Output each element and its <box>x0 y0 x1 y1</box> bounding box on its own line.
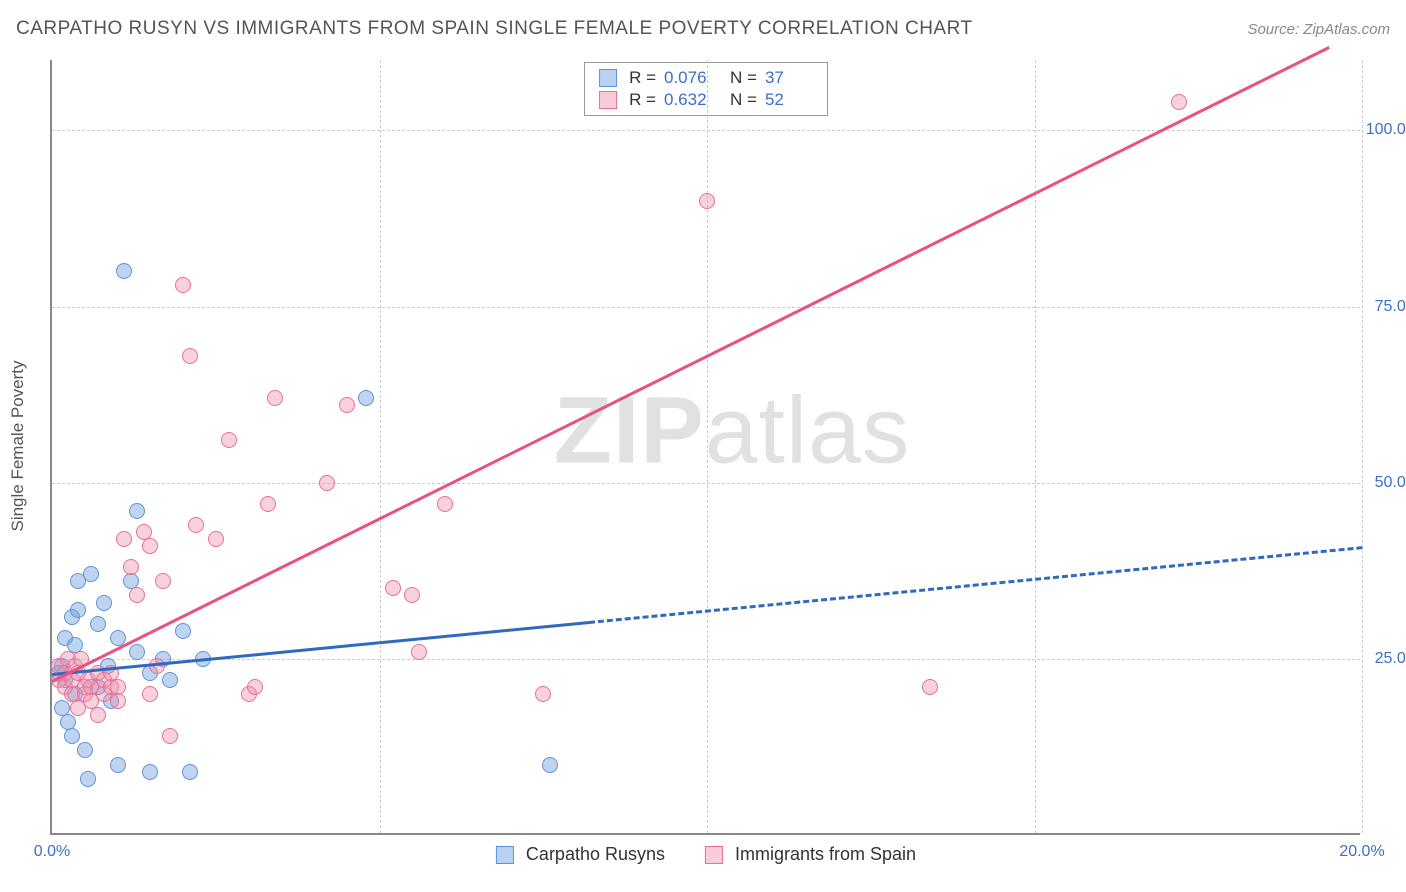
scatter-point <box>208 531 224 547</box>
scatter-point <box>221 432 237 448</box>
swatch-icon <box>496 846 514 864</box>
y-tick-label: 75.0% <box>1365 298 1406 316</box>
legend-label: Carpatho Rusyns <box>526 844 665 865</box>
scatter-point <box>155 573 171 589</box>
watermark-atlas: atlas <box>705 378 911 484</box>
plot-area: ZIPatlas R = 0.076 N = 37 R = 0.632 N = … <box>50 60 1360 835</box>
scatter-point <box>116 531 132 547</box>
scatter-point <box>535 686 551 702</box>
gridline-h <box>52 307 1360 308</box>
scatter-point <box>123 559 139 575</box>
stat-r-label: R = <box>629 68 656 88</box>
scatter-point <box>339 397 355 413</box>
scatter-point <box>70 602 86 618</box>
scatter-point <box>247 679 263 695</box>
scatter-point <box>90 616 106 632</box>
y-tick-label: 50.0% <box>1365 474 1406 492</box>
y-tick-label: 25.0% <box>1365 650 1406 668</box>
scatter-point <box>90 707 106 723</box>
scatter-point <box>110 679 126 695</box>
scatter-point <box>83 566 99 582</box>
scatter-point <box>129 587 145 603</box>
scatter-point <box>142 686 158 702</box>
scatter-point <box>175 623 191 639</box>
scatter-point <box>142 538 158 554</box>
scatter-point <box>129 644 145 660</box>
gridline-h <box>52 483 1360 484</box>
stat-n-value: 37 <box>765 68 813 88</box>
scatter-point <box>267 390 283 406</box>
scatter-point <box>110 757 126 773</box>
stat-r-label: R = <box>629 90 656 110</box>
x-tick-label: 20.0% <box>1339 843 1384 861</box>
scatter-point <box>188 517 204 533</box>
swatch-icon <box>599 69 617 87</box>
scatter-point <box>110 693 126 709</box>
gridline-h <box>52 659 1360 660</box>
legend-bottom: Carpatho Rusyns Immigrants from Spain <box>496 844 916 865</box>
scatter-point <box>77 742 93 758</box>
trend-line <box>51 46 1330 683</box>
scatter-point <box>1171 94 1187 110</box>
scatter-point <box>260 496 276 512</box>
scatter-point <box>385 580 401 596</box>
gridline-v <box>380 60 381 833</box>
scatter-point <box>699 193 715 209</box>
scatter-point <box>175 277 191 293</box>
legend-item-carpatho: Carpatho Rusyns <box>496 844 665 865</box>
chart-title: CARPATHO RUSYN VS IMMIGRANTS FROM SPAIN … <box>16 18 973 40</box>
scatter-point <box>162 728 178 744</box>
scatter-point <box>64 728 80 744</box>
scatter-point <box>162 672 178 688</box>
header: CARPATHO RUSYN VS IMMIGRANTS FROM SPAIN … <box>16 18 1390 40</box>
scatter-point <box>411 644 427 660</box>
gridline-v <box>707 60 708 833</box>
scatter-point <box>96 595 112 611</box>
legend-item-spain: Immigrants from Spain <box>705 844 916 865</box>
y-tick-label: 100.0% <box>1365 121 1406 139</box>
gridline-v <box>1362 60 1363 833</box>
stat-n-value: 52 <box>765 90 813 110</box>
scatter-point <box>922 679 938 695</box>
legend-label: Immigrants from Spain <box>735 844 916 865</box>
scatter-point <box>437 496 453 512</box>
scatter-point <box>129 503 145 519</box>
gridline-v <box>1035 60 1036 833</box>
scatter-point <box>142 764 158 780</box>
stats-legend-box: R = 0.076 N = 37 R = 0.632 N = 52 <box>584 62 828 116</box>
stat-n-label: N = <box>730 90 757 110</box>
swatch-icon <box>599 91 617 109</box>
scatter-point <box>542 757 558 773</box>
trend-line <box>589 546 1362 624</box>
watermark: ZIPatlas <box>554 377 910 486</box>
x-tick-label: 0.0% <box>34 843 70 861</box>
y-axis-title: Single Female Poverty <box>8 360 28 531</box>
scatter-point <box>182 348 198 364</box>
scatter-point <box>116 263 132 279</box>
scatter-point <box>319 475 335 491</box>
scatter-point <box>182 764 198 780</box>
scatter-point <box>80 771 96 787</box>
stat-r-value: 0.632 <box>664 90 712 110</box>
source-label: Source: ZipAtlas.com <box>1247 21 1390 38</box>
stat-r-value: 0.076 <box>664 68 712 88</box>
stats-row-spain: R = 0.632 N = 52 <box>599 89 813 111</box>
swatch-icon <box>705 846 723 864</box>
stats-row-carpatho: R = 0.076 N = 37 <box>599 67 813 89</box>
scatter-point <box>358 390 374 406</box>
scatter-point <box>404 587 420 603</box>
stat-n-label: N = <box>730 68 757 88</box>
